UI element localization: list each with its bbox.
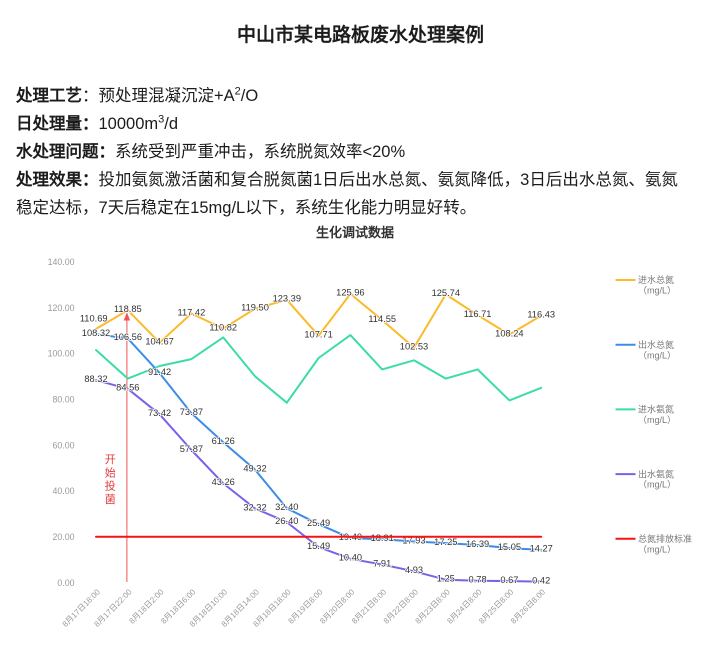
field-value: 投加氨氮激活菌和复合脱氮菌1日后出水总氮、氨氮降低，3日后出水总氮、氨氮 [98,171,678,189]
annotation-text: 始 [105,465,116,479]
legend-label: 进水总氮 [638,274,674,285]
y-axis-tick-label: 80.00 [52,394,74,404]
data-label: 15.05 [498,542,521,552]
data-label: 49.32 [243,463,266,473]
data-label: 116.71 [464,309,492,319]
legend-unit: （mg/L） [638,350,676,360]
y-axis-tick-label: 140.00 [48,257,75,267]
data-label: 102.53 [400,341,428,351]
data-label: 110.82 [209,322,237,332]
field-label: 处理工艺 [16,87,82,105]
superscript: 3 [158,113,165,126]
data-label: 119.50 [241,303,269,313]
legend-label: 进水氨氮 [638,404,674,415]
field-label: 日处理量： [16,115,99,133]
data-label: 110.69 [80,314,108,324]
data-label: 32.32 [243,502,266,512]
annotation-text: 开 [105,454,116,466]
data-label: 61.26 [212,436,235,446]
field-colon: ： [82,87,99,105]
field-line-3-cont: 稳定达标，7天后稳定在15mg/L以下，系统生化能力明显好转。 [16,199,716,218]
data-label: 26.40 [275,516,298,526]
legend-item-3[interactable]: 出水氨氮（mg/L） [615,468,677,490]
data-label: 0.78 [469,575,487,585]
data-label: 17.93 [402,535,425,545]
data-label: 32.40 [275,502,298,512]
y-axis-tick-label: 20.00 [52,532,74,542]
data-label: 104.67 [145,337,173,347]
data-label: 1.25 [437,574,455,584]
page-title: 中山市某电路板废水处理案例 [236,25,484,46]
data-label: 73.42 [148,408,171,418]
superscript: 2 [234,85,241,98]
data-label: 15.49 [307,541,330,551]
data-label: 91.42 [148,367,171,377]
series-line-1 [95,333,543,551]
data-label: 116.43 [527,310,555,320]
legend-label: 出水总氮 [638,339,674,350]
data-label: 43.26 [212,477,235,487]
data-label: 84.56 [116,383,139,393]
data-label: 10.40 [339,553,362,563]
field-value: 10000m3/d [98,113,179,133]
field-value: 预处理混凝沉淀+A2/O [98,85,259,105]
field-value: 系统受到严重冲击，系统脱氮效率<20% [115,143,406,161]
legend-label: 出水氨氮 [638,468,674,479]
data-label: 107.71 [304,330,332,340]
legend-item-2[interactable]: 进水氨氮（mg/L） [615,404,677,425]
field-line-1: 日处理量：10000m3/d [16,113,716,134]
field-line-3: 处理效果：投加氨氮激活菌和复合脱氮菌1日后出水总氮、氨氮降低，3日后出水总氮、氨… [16,171,716,190]
x-axis-tick-label: 8月26日8:00 [509,587,548,626]
data-label: 0.42 [532,575,550,585]
field-value: 稳定达标，7天后稳定在15mg/L以下，系统生化能力明显好转。 [16,199,477,217]
data-label: 0.67 [500,575,518,585]
legend-unit: （mg/L） [638,480,676,490]
series-line-2 [95,334,543,404]
data-label: 25.49 [307,518,330,528]
legend-label: 总氮排放标准 [638,533,692,544]
annotation-arrow-icon [123,312,131,321]
annotation-text: 菌 [105,493,116,506]
series-line-0 [95,292,543,349]
data-label: 16.39 [466,539,489,549]
data-label: 108.32 [82,328,110,338]
data-label: 114.55 [368,314,396,324]
data-label: 123.39 [273,294,301,304]
chart-title: 生化调试数据 [315,225,394,240]
field-label: 水处理问题： [16,143,115,161]
legend-unit: （mg/L） [638,544,676,554]
y-axis-tick-label: 100.00 [48,349,75,359]
data-label: 57.87 [180,444,203,454]
annotation-text: 投 [105,479,116,493]
y-axis-tick-label: 60.00 [52,440,74,450]
data-label: 125.96 [336,288,364,298]
data-label: 7.91 [373,558,391,568]
legend-unit: （mg/L） [638,286,676,296]
y-axis-tick-label: 120.00 [48,303,75,313]
field-line-2: 水处理问题：系统受到严重冲击，系统脱氮效率<20% [16,143,716,162]
y-axis-tick-label: 40.00 [52,486,74,496]
data-label: 125.74 [432,288,460,298]
data-label: 18.91 [371,533,394,543]
field-label: 处理效果： [16,171,99,189]
data-label: 118.85 [114,304,142,314]
data-label: 4.93 [405,565,423,575]
data-label: 106.56 [114,332,142,342]
data-label: 117.42 [178,307,206,317]
data-label: 88.32 [84,374,107,384]
data-label: 14.27 [530,544,553,554]
series-line-3 [95,379,543,583]
legend-unit: （mg/L） [638,415,676,425]
y-axis-tick-label: 0.00 [57,578,74,588]
legend-item-1[interactable]: 出水总氮（mg/L） [615,339,677,360]
legend-item-0[interactable]: 进水总氮（mg/L） [615,274,677,296]
data-label: 108.24 [495,328,523,338]
legend-item-4[interactable]: 总氮排放标准（mg/L） [615,533,693,554]
field-line-0: 处理工艺：预处理混凝沉淀+A2/O [16,85,716,106]
data-label: 17.25 [434,537,457,547]
data-label: 73.87 [180,407,203,417]
